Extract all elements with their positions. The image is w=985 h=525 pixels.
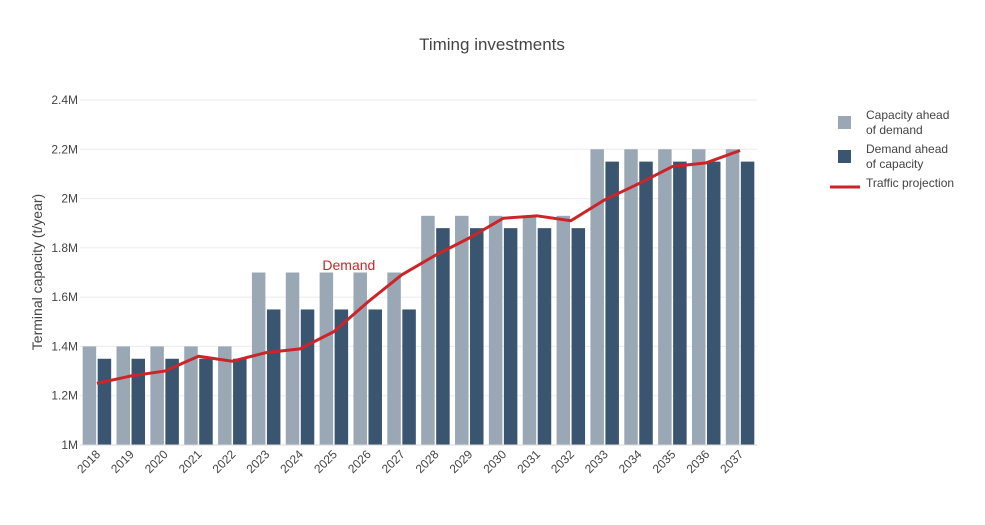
bar-demand-ahead-2020[interactable] [165, 358, 179, 445]
bar-capacity-ahead-2026[interactable] [353, 272, 367, 446]
x-tick-label: 2024 [277, 447, 306, 476]
x-tick-label: 2029 [447, 447, 476, 476]
bar-capacity-ahead-2025[interactable] [319, 272, 334, 446]
bar-demand-ahead-2019[interactable] [131, 358, 146, 445]
bar-demand-ahead-2018[interactable] [97, 358, 112, 445]
bar-demand-ahead-2023[interactable] [266, 309, 281, 445]
x-tick-label: 2036 [684, 447, 713, 476]
bar-capacity-ahead-2028[interactable] [421, 215, 435, 445]
bar-capacity-ahead-2035[interactable] [658, 149, 672, 446]
legend-label: Capacity ahead [866, 108, 949, 122]
x-tick-label: 2032 [548, 447, 577, 476]
y-axis-title: Terminal capacity (t/year) [29, 194, 45, 350]
bar-capacity-ahead-2019[interactable] [116, 346, 131, 445]
bar-capacity-ahead-2020[interactable] [150, 346, 164, 445]
y-tick-label: 2M [61, 192, 78, 206]
bar-demand-ahead-2036[interactable] [706, 161, 721, 445]
y-tick-label: 1M [61, 438, 78, 452]
y-tick-label: 1.2M [51, 389, 78, 403]
bar-demand-ahead-2024[interactable] [300, 309, 315, 445]
bar-capacity-ahead-2030[interactable] [488, 215, 503, 445]
legend-swatch [838, 150, 851, 163]
bar-capacity-ahead-2018[interactable] [82, 346, 97, 445]
annotations: Demand [322, 257, 375, 273]
bar-demand-ahead-2026[interactable] [368, 309, 382, 445]
bar-capacity-ahead-2034[interactable] [624, 149, 638, 446]
bar-demand-ahead-2035[interactable] [673, 161, 687, 445]
legend-item-2[interactable]: Traffic projection [830, 176, 954, 190]
bar-demand-ahead-2025[interactable] [334, 309, 349, 445]
bar-demand-ahead-2027[interactable] [402, 309, 416, 445]
bar-capacity-ahead-2036[interactable] [691, 149, 706, 446]
x-tick-label: 2019 [108, 447, 137, 476]
bar-demand-ahead-2033[interactable] [605, 161, 619, 445]
x-tick-label: 2025 [311, 447, 340, 476]
x-tick-label: 2028 [413, 447, 442, 476]
x-tick-label: 2023 [244, 447, 273, 476]
y-tick-label: 1.4M [51, 339, 78, 353]
traffic-projection-line[interactable] [96, 149, 741, 385]
bar-demand-ahead-2031[interactable] [537, 228, 552, 445]
bar-demand-ahead-2029[interactable] [470, 228, 484, 445]
bar-demand-ahead-2028[interactable] [436, 228, 450, 445]
bars [82, 149, 755, 446]
x-tick-label: 2033 [582, 447, 611, 476]
bar-capacity-ahead-2029[interactable] [455, 215, 469, 445]
y-tick-label: 2.4M [51, 93, 78, 107]
legend-label: Demand ahead [866, 142, 948, 156]
bar-capacity-ahead-2024[interactable] [285, 272, 300, 446]
x-tick-label: 2037 [717, 447, 746, 476]
bar-capacity-ahead-2023[interactable] [251, 272, 266, 446]
bar-capacity-ahead-2037[interactable] [725, 149, 740, 446]
x-tick-label: 2018 [74, 447, 103, 476]
x-tick-label: 2027 [379, 447, 408, 476]
x-tick-label: 2022 [210, 447, 239, 476]
annotation-demand: Demand [322, 257, 375, 273]
x-tick-label: 2030 [480, 447, 509, 476]
y-tick-label: 2.2M [51, 142, 78, 156]
bar-demand-ahead-2021[interactable] [199, 358, 213, 445]
traffic-line-layer [96, 149, 741, 385]
legend-swatch [838, 116, 851, 129]
bar-capacity-ahead-2022[interactable] [218, 346, 232, 445]
y-tick-label: 1.6M [51, 290, 78, 304]
x-tick-label: 2031 [514, 447, 543, 476]
bar-demand-ahead-2030[interactable] [503, 228, 518, 445]
chart-title: Timing investments [419, 35, 565, 54]
x-tick-label: 2021 [176, 447, 205, 476]
x-tick-label: 2035 [650, 447, 679, 476]
x-tick-label: 2020 [142, 447, 171, 476]
bar-capacity-ahead-2033[interactable] [590, 149, 604, 446]
gridlines [80, 99, 757, 397]
bar-capacity-ahead-2027[interactable] [387, 272, 401, 446]
bar-capacity-ahead-2031[interactable] [522, 215, 537, 445]
bar-capacity-ahead-2032[interactable] [556, 215, 571, 445]
x-tick-label: 2026 [345, 447, 374, 476]
bar-demand-ahead-2032[interactable] [571, 228, 586, 445]
legend-label: of demand [866, 123, 923, 137]
bar-demand-ahead-2022[interactable] [233, 358, 247, 445]
legend-label: of capacity [866, 157, 923, 171]
bar-demand-ahead-2037[interactable] [740, 161, 755, 445]
x-tick-label: 2034 [616, 447, 645, 476]
bar-capacity-ahead-2021[interactable] [184, 346, 198, 445]
y-tick-label: 1.8M [51, 241, 78, 255]
bar-demand-ahead-2034[interactable] [639, 161, 653, 445]
legend-label: Traffic projection [866, 176, 954, 190]
